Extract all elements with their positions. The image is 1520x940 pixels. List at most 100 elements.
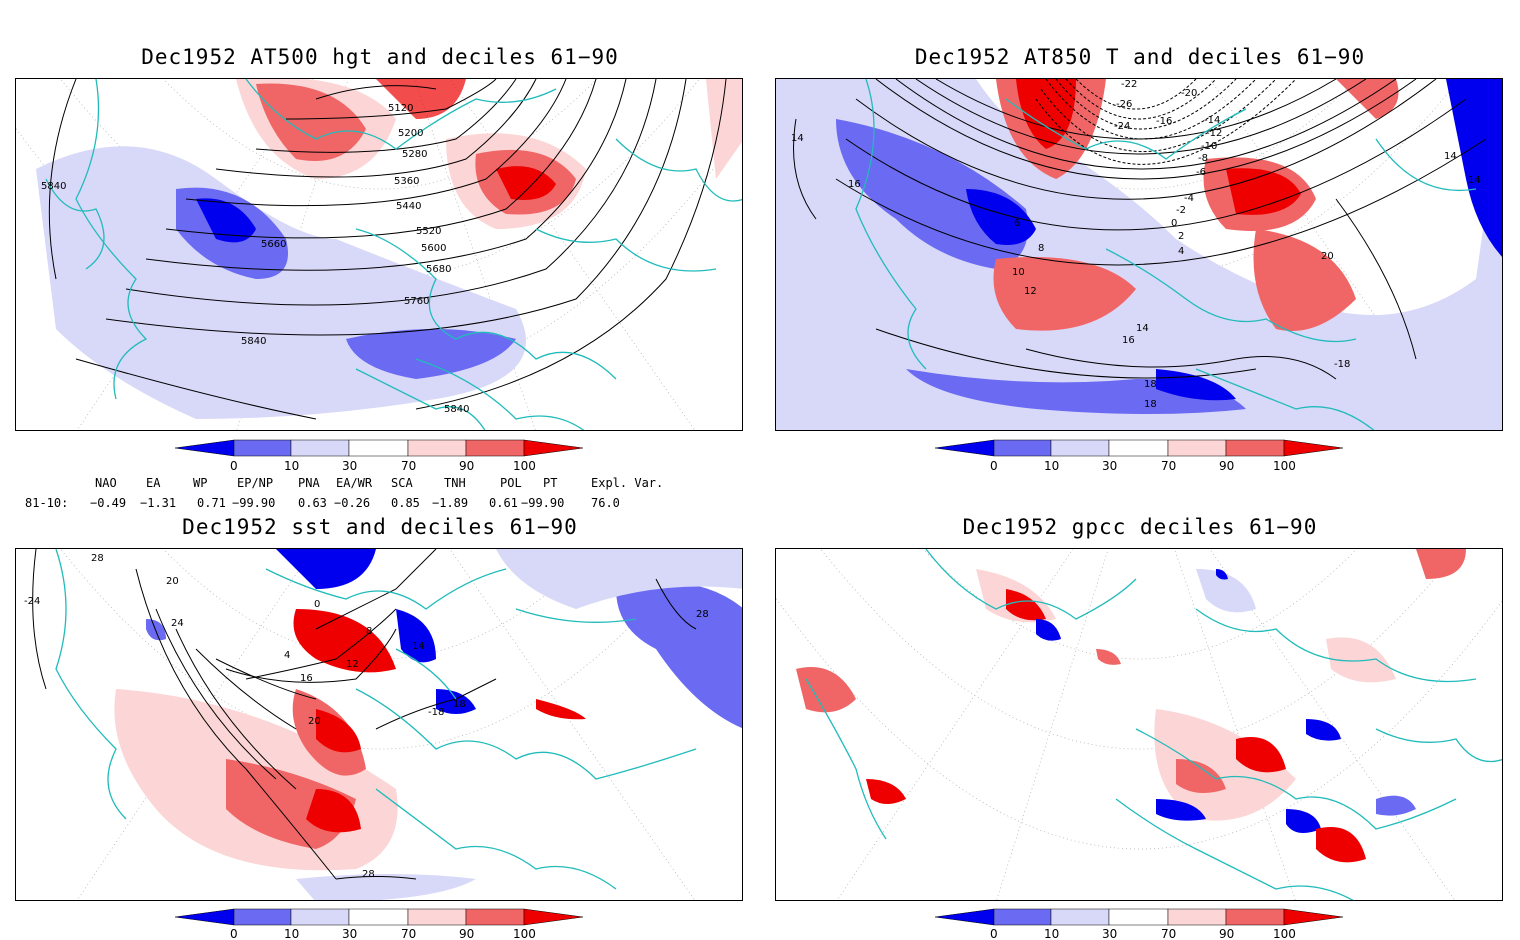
- contour-label: -24: [24, 596, 40, 607]
- contour-label: 5840: [241, 336, 266, 347]
- sst-contours: [32, 549, 697, 880]
- index-header: WP: [193, 476, 208, 490]
- index-value: −1.89: [432, 496, 469, 510]
- contour-label: 0: [314, 599, 320, 610]
- colorbar-tick: 30: [1102, 459, 1117, 473]
- contour-label: -16: [1156, 116, 1172, 127]
- contour-label: 18: [453, 699, 466, 710]
- contour-label: 6: [1014, 218, 1020, 229]
- contour-label: 5200: [398, 128, 423, 139]
- colorbar-tick: 90: [459, 927, 474, 940]
- contour-label: -2: [1176, 205, 1186, 216]
- coastlines: [805, 549, 1502, 900]
- map-panel-t850: -22 -20 -26 -24 -16 -14 -12 -10 -8 -6 -4…: [775, 78, 1503, 431]
- colorbar-tick: 30: [342, 459, 357, 473]
- contour-label: -22: [1121, 79, 1137, 90]
- contour-label-group: -22 -20 -26 -24 -16 -14 -12 -10 -8 -6 -4…: [791, 79, 1481, 410]
- colorbar-tick: 0: [990, 927, 998, 940]
- index-header: PT: [543, 476, 558, 490]
- colorbar-tick: 100: [513, 459, 536, 473]
- colorbar-tick: 30: [342, 927, 357, 940]
- contour-label: -8: [1198, 153, 1208, 164]
- map-panel-hgt500: 5120 5200 5280 5360 5440 5520 5600 5680 …: [15, 78, 743, 431]
- contour-label-group: 5120 5200 5280 5360 5440 5520 5600 5680 …: [41, 103, 469, 415]
- panel-title-sst: Dec1952 sst and deciles 61−90: [182, 515, 578, 539]
- contour-label: 24: [171, 618, 184, 629]
- colorbar-tick: 0: [230, 459, 238, 473]
- colorbar-tick: 0: [230, 927, 238, 940]
- index-header: Expl. Var.: [591, 476, 664, 490]
- colorbar-tick: 10: [284, 459, 299, 473]
- index-header: PNA: [298, 476, 320, 490]
- index-header: NAO: [95, 476, 117, 490]
- contour-label: 4: [284, 650, 290, 661]
- temperature-contours: [793, 79, 1487, 380]
- index-header: TNH: [444, 476, 466, 490]
- index-value: 0.61: [489, 496, 518, 510]
- contour-label: 5600: [421, 243, 446, 254]
- colorbar-tick: 70: [1161, 927, 1176, 940]
- contour-label: 20: [308, 716, 321, 727]
- contour-label-group: 28 20 24 -24 0 4 8 12 16 20 -18 18 14 28…: [24, 553, 709, 880]
- contour-label: -24: [1114, 121, 1130, 132]
- contour-label: 12: [346, 659, 359, 670]
- contour-label: -18: [1334, 359, 1350, 370]
- colorbar-bottom-left: 0 10 30 70 90 100: [174, 908, 584, 940]
- contour-label: 5280: [402, 149, 427, 160]
- index-value: 0.71: [197, 496, 226, 510]
- contour-label: 16: [1122, 335, 1135, 346]
- index-value: −99.90: [232, 496, 276, 510]
- decile-shading: [776, 79, 1502, 430]
- index-value: −0.49: [90, 496, 127, 510]
- contour-label: 8: [1038, 243, 1044, 254]
- contour-label: -12: [1206, 128, 1222, 139]
- coastlines: [45, 79, 742, 430]
- colorbar-tick: 30: [1102, 927, 1117, 940]
- colorbar-tick: 100: [513, 927, 536, 940]
- panel-title-t850: Dec1952 AT850 T and deciles 61−90: [914, 45, 1366, 69]
- contour-label: -20: [1181, 88, 1197, 99]
- index-value: 0.63: [298, 496, 327, 510]
- contour-label: 12: [1024, 286, 1037, 297]
- colorbar-tick: 10: [1044, 927, 1059, 940]
- contour-label: 8: [366, 626, 372, 637]
- contour-label: 20: [1321, 251, 1334, 262]
- decile-shading: [796, 549, 1466, 863]
- colorbar-tick: 70: [1161, 459, 1176, 473]
- panel-title-gpcc: Dec1952 gpcc deciles 61−90: [962, 515, 1318, 539]
- index-row-label: 81-10:: [25, 496, 69, 510]
- contour-label: 14: [412, 641, 425, 652]
- colorbar-tick: 10: [1044, 459, 1059, 473]
- coastlines: [855, 79, 1477, 430]
- colorbar-top-left: 0 10 30 70 90 100: [174, 439, 584, 473]
- index-value: 0.85: [391, 496, 420, 510]
- contour-label: 5660: [261, 239, 286, 250]
- contour-label: 5680: [426, 264, 451, 275]
- index-header: EP/NP: [237, 476, 274, 490]
- contour-label: 14: [1444, 151, 1457, 162]
- coastlines: [55, 549, 697, 890]
- contour-label: 5520: [416, 226, 441, 237]
- colorbar-tick: 70: [401, 927, 416, 940]
- index-value: −0.26: [334, 496, 371, 510]
- index-header: EA/WR: [336, 476, 373, 490]
- contour-label: 10: [1012, 267, 1025, 278]
- colorbar-top-right: 0 10 30 70 90 100: [934, 439, 1344, 473]
- contour-label: 5120: [388, 103, 413, 114]
- contour-label: 14: [791, 133, 804, 144]
- colorbar-bottom-right: 0 10 30 70 90 100: [934, 908, 1344, 940]
- colorbar-tick: 90: [1219, 459, 1234, 473]
- contour-label: 5840: [41, 181, 66, 192]
- decile-shading: [114, 549, 742, 900]
- contour-label: -4: [1184, 193, 1194, 204]
- contour-label: 5440: [396, 201, 421, 212]
- contour-label: 28: [362, 869, 375, 880]
- colorbar-tick: 70: [401, 459, 416, 473]
- contour-label: 28: [91, 553, 104, 564]
- contour-label: 14: [1468, 175, 1481, 186]
- contour-label: -18: [428, 707, 444, 718]
- contour-label: 5760: [404, 296, 429, 307]
- index-value: −1.31: [140, 496, 177, 510]
- contour-label: 0: [1171, 218, 1177, 229]
- contour-label: 2: [1178, 231, 1184, 242]
